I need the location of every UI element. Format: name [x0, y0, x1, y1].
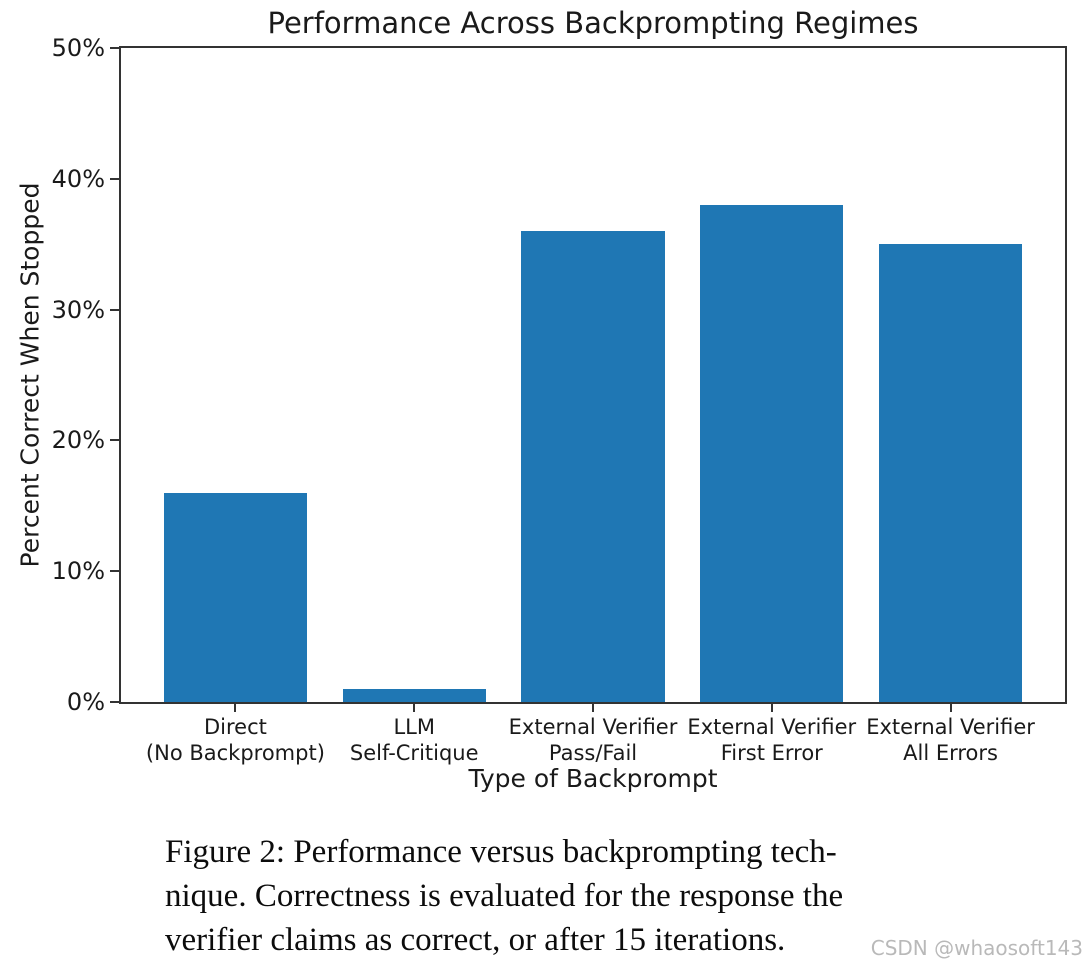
y-tick-mark	[110, 570, 119, 573]
x-tick-mark	[949, 704, 952, 712]
chart-title: Performance Across Backprompting Regimes	[267, 6, 919, 40]
x-tick-label-2: External Verifier Pass/Fail	[478, 714, 708, 766]
y-tick-mark	[110, 701, 119, 703]
x-tick-mark	[592, 704, 594, 712]
figure-caption: Figure 2: Performance versus backprompti…	[165, 830, 843, 962]
x-tick-label-line: External Verifier	[866, 715, 1035, 739]
bar-3	[700, 204, 844, 702]
x-tick-label-4: External Verifier All Errors	[836, 714, 1066, 766]
bar-1	[342, 688, 486, 702]
plot-area	[119, 46, 1067, 704]
x-tick-label-line: Self-Critique	[349, 741, 479, 765]
y-tick-label: 0%	[66, 688, 105, 716]
y-tick-label: 40%	[51, 164, 105, 193]
bar-0	[163, 492, 307, 702]
y-tick-mark	[110, 439, 119, 442]
x-tick-label-3: External Verifier First Error	[657, 714, 887, 766]
caption-line-1: Figure 2: Performance versus backprompti…	[165, 834, 837, 870]
caption-line-2: nique. Correctness is evaluated for the …	[165, 878, 844, 914]
watermark-text: CSDN @whaosoft143	[870, 936, 1083, 960]
x-axis-label: Type of Backprompt	[468, 764, 718, 793]
y-tick-label: 10%	[51, 557, 105, 586]
y-tick-label: 50%	[51, 34, 105, 62]
x-tick-mark	[413, 704, 416, 712]
bar-4	[879, 244, 1023, 702]
x-tick-label-1: LLM Self-Critique	[299, 714, 529, 766]
x-tick-label-line: Direct	[203, 715, 267, 739]
y-tick-label: 30%	[51, 295, 105, 324]
bar-2	[521, 231, 665, 702]
y-tick-mark	[110, 47, 119, 49]
x-tick-label-0: Direct (No Backprompt)	[120, 714, 350, 766]
y-axis-label: Percent Correct When Stopped	[15, 182, 45, 568]
x-tick-label-line: External Verifier	[508, 715, 678, 739]
x-tick-label-line: (No Backprompt)	[145, 741, 325, 765]
x-tick-mark	[234, 704, 237, 712]
y-tick-label: 20%	[51, 426, 105, 455]
x-tick-label-line: First Error	[720, 741, 823, 765]
x-tick-mark	[770, 704, 773, 712]
x-tick-label-line: Pass/Fail	[548, 741, 638, 765]
y-tick-mark	[110, 177, 119, 180]
x-tick-label-line: LLM	[393, 715, 435, 739]
caption-line-3: verifier claims as correct, or after 15 …	[165, 922, 786, 958]
y-tick-mark	[110, 308, 119, 311]
x-tick-label-line: All Errors	[903, 741, 998, 765]
x-tick-label-line: External Verifier	[687, 715, 857, 739]
